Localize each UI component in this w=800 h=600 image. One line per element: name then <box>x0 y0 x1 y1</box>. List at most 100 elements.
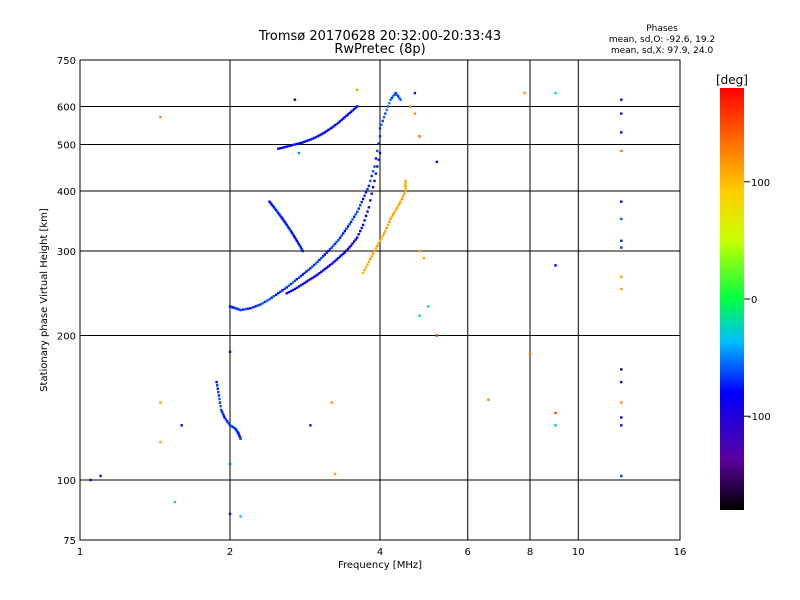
echo-point <box>369 199 372 202</box>
echo-point <box>378 239 382 242</box>
colorbar-tick-label: 100 <box>751 178 770 189</box>
echo-point <box>620 474 623 478</box>
echo-point <box>357 207 360 210</box>
echo-point <box>283 220 286 224</box>
colorbar <box>720 88 744 510</box>
echo-point <box>413 91 417 95</box>
echo-point <box>299 274 303 278</box>
echo-point <box>220 408 223 412</box>
echo-point <box>316 135 319 138</box>
echo-point <box>312 275 316 279</box>
echo-point <box>369 257 372 261</box>
echo-point <box>389 98 392 101</box>
echo-point <box>273 207 277 210</box>
echo-point <box>325 266 328 269</box>
echo-point <box>316 273 319 276</box>
y-tick-label: 75 <box>63 536 76 547</box>
echo-point <box>620 380 623 384</box>
echo-point <box>290 231 294 234</box>
echo-point <box>620 401 623 404</box>
echo-point <box>346 113 350 116</box>
echo-point <box>231 425 234 429</box>
echo-point <box>620 239 623 242</box>
echo-point <box>345 114 348 117</box>
echo-point <box>303 271 306 275</box>
echo-point <box>377 142 380 145</box>
echo-point <box>363 219 366 222</box>
echo-point <box>228 305 232 308</box>
echo-point <box>277 292 280 295</box>
echo-point <box>354 213 357 216</box>
echo-point <box>227 422 230 425</box>
plot-frame <box>79 59 681 541</box>
echo-point <box>348 246 351 249</box>
echo-point <box>234 427 237 430</box>
echo-point <box>384 112 387 115</box>
echo-point <box>305 280 308 283</box>
echo-point <box>373 179 376 183</box>
echo-point <box>238 434 241 438</box>
echo-point <box>620 149 623 153</box>
echo-point <box>388 101 391 105</box>
echo-point <box>297 151 301 155</box>
echo-point <box>263 300 267 304</box>
y-axis-label: Stationary phase Virtual Height [km] <box>39 208 50 392</box>
echo-point <box>364 191 368 194</box>
echo-point <box>403 192 406 195</box>
echo-point <box>223 416 226 419</box>
echo-point <box>295 278 299 281</box>
echo-point <box>305 270 308 273</box>
echo-point <box>393 211 396 214</box>
echo-point <box>356 88 359 91</box>
echo-point <box>333 472 337 476</box>
y-tick-label: 600 <box>57 103 76 114</box>
y-axis-ticks: 75 100 200 300 400 500 600 750 <box>57 56 76 547</box>
echo-point <box>230 305 233 309</box>
echo-point <box>295 239 299 242</box>
echo-point <box>309 424 312 427</box>
echo-point <box>620 112 623 115</box>
echo-point <box>289 229 293 233</box>
echo-point <box>301 141 304 144</box>
echo-point <box>351 242 354 245</box>
echo-point <box>342 117 345 120</box>
echo-point <box>325 130 328 133</box>
echo-point <box>222 414 225 417</box>
echo-point <box>376 244 379 248</box>
echo-point <box>235 429 239 433</box>
echo-point <box>363 268 366 272</box>
echo-point <box>385 226 388 230</box>
echo-point <box>321 132 325 135</box>
echo-point <box>296 241 300 244</box>
echo-point <box>318 272 321 275</box>
echo-point <box>285 145 288 148</box>
echo-point <box>307 139 310 142</box>
echo-point <box>234 307 237 310</box>
echo-point <box>370 255 373 258</box>
echo-point <box>287 226 290 230</box>
echo-point <box>409 105 412 108</box>
echo-point <box>309 267 312 270</box>
echo-point <box>354 106 357 109</box>
echo-point <box>218 397 221 401</box>
echo-point <box>288 228 292 231</box>
echo-point <box>353 215 356 218</box>
echo-point <box>239 308 242 312</box>
echo-point <box>363 194 366 197</box>
echo-point <box>337 256 340 260</box>
echo-point <box>215 380 218 384</box>
echo-point <box>342 252 345 255</box>
echo-point <box>391 213 395 216</box>
echo-point <box>316 260 319 263</box>
echo-point <box>349 220 353 224</box>
echo-point <box>320 256 323 260</box>
y-tick-label: 300 <box>57 247 76 258</box>
echo-point <box>159 401 162 404</box>
echo-point <box>391 95 395 98</box>
echo-point <box>354 238 357 241</box>
echo-point <box>523 91 526 95</box>
echo-point <box>374 157 378 160</box>
echo-point <box>268 200 271 203</box>
echo-point <box>377 242 380 245</box>
echo-point <box>314 136 318 139</box>
